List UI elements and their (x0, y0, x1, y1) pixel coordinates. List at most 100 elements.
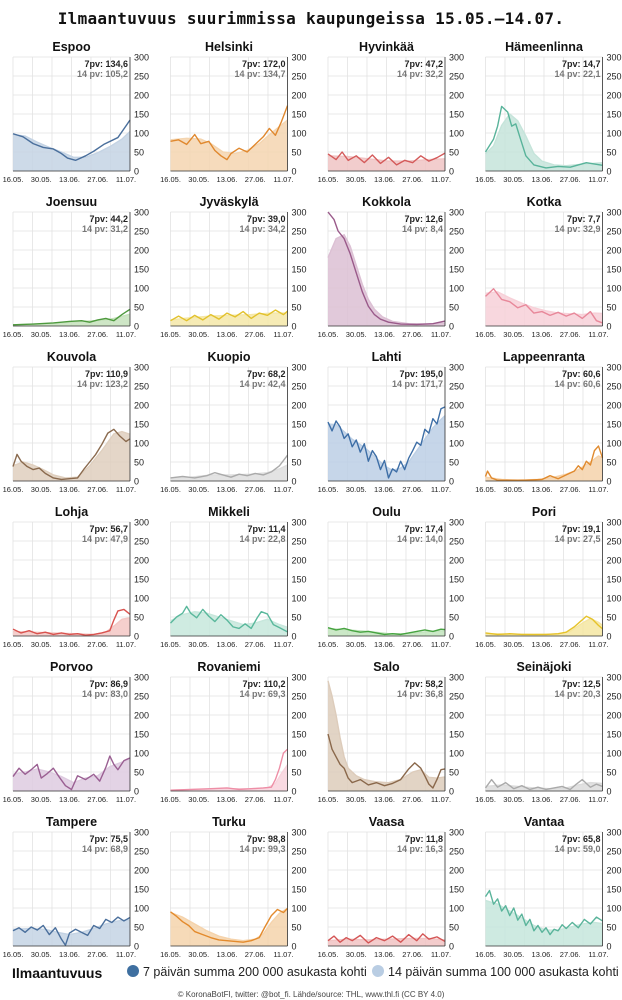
x-tick-label: 30.05. (188, 175, 209, 184)
city-title: Joensuu (46, 195, 97, 209)
value-7pv: 7pv: 39,0 (247, 214, 286, 224)
y-tick-label: 0 (134, 787, 139, 797)
y-tick-label: 100 (134, 284, 149, 294)
x-tick-label: 16.05. (160, 485, 181, 494)
y-tick-label: 150 (292, 110, 307, 120)
y-tick-label: 300 (292, 363, 307, 373)
x-tick-label: 11.07. (273, 330, 293, 339)
city-title: Vaasa (369, 815, 406, 829)
value-7pv: 7pv: 47,2 (404, 59, 443, 69)
y-tick-label: 150 (607, 575, 622, 585)
y-tick-label: 150 (134, 265, 149, 275)
y-tick-label: 300 (134, 518, 149, 528)
series-7pv-line (484, 445, 604, 481)
x-tick-label: 13.06. (59, 175, 80, 184)
x-tick-label: 30.05. (503, 640, 524, 649)
chart-porvoo: 0 50 100 150 200 250 300 16.05. 30.05. 13.06. 27.0… (3, 660, 149, 804)
value-7pv: 7pv: 17,4 (404, 524, 443, 534)
city-title: Jyväskylä (199, 195, 258, 209)
chart-seinajoki: 0 50 100 150 200 250 300 16.05. 30.05. 13.06. 27.0… (475, 660, 621, 804)
y-tick-label: 300 (607, 363, 622, 373)
chart-kotka: 0 50 100 150 200 250 300 16.05. 30.05. 13.06. 27.0… (475, 195, 621, 339)
series-14pv-area (485, 900, 603, 946)
series-7pv-line (170, 605, 288, 633)
series-14pv-line (485, 112, 603, 167)
y-tick-label: 200 (449, 246, 464, 256)
legend-item-14pv: 14 päivän summa 100 000 asukasta kohti (372, 965, 619, 979)
value-7pv: 7pv: 12,6 (404, 214, 443, 224)
chart-lappeenranta: 0 50 100 150 200 250 300 16.05. 30.05. 13.06. 27.0… (475, 350, 621, 494)
value-7pv: 7pv: 11,4 (247, 524, 285, 534)
x-tick-label: 13.06. (217, 485, 238, 494)
city-title: Helsinki (205, 40, 253, 54)
series-14pv-line (327, 680, 446, 784)
x-tick-label: 13.06. (532, 485, 553, 494)
x-tick-label: 16.05. (475, 950, 496, 959)
y-tick-label: 200 (607, 556, 622, 566)
x-tick-label: 13.06. (217, 795, 238, 804)
x-tick-label: 16.05. (160, 950, 181, 959)
y-tick-label: 50 (134, 613, 144, 623)
x-tick-label: 11.07. (588, 175, 608, 184)
y-tick-label: 0 (134, 322, 139, 332)
y-tick-label: 200 (292, 711, 307, 721)
x-tick-label: 11.07. (431, 330, 451, 339)
y-tick-label: 50 (449, 768, 459, 778)
x-tick-label: 11.07. (273, 485, 293, 494)
x-tick-label: 16.05. (160, 640, 181, 649)
y-tick-label: 300 (292, 518, 307, 528)
y-tick-label: 300 (134, 363, 149, 373)
y-tick-label: 150 (449, 575, 464, 585)
series-7pv-line (170, 454, 289, 479)
y-tick-label: 100 (134, 594, 149, 604)
y-tick-label: 100 (134, 904, 149, 914)
y-tick-label: 50 (134, 923, 144, 933)
legend-label-7pv: 7 päivän summa 200 000 asukasta kohti (143, 965, 367, 979)
x-tick-label: 11.07. (116, 485, 136, 494)
y-tick-label: 0 (449, 322, 454, 332)
x-tick-label: 30.05. (188, 330, 209, 339)
series-14pv-line (327, 155, 446, 162)
value-7pv: 7pv: 19,1 (562, 524, 601, 534)
city-title: Lahti (372, 350, 402, 364)
x-tick-label: 30.05. (188, 485, 209, 494)
y-tick-label: 0 (134, 167, 139, 177)
x-tick-label: 16.05. (160, 330, 181, 339)
series-7pv-line (327, 151, 446, 166)
value-14pv: 14 pv: 69,3 (239, 689, 285, 699)
x-tick-label: 13.06. (217, 330, 238, 339)
series-7pv-line (12, 308, 131, 326)
y-tick-label: 150 (292, 420, 307, 430)
series-14pv-area (13, 314, 130, 326)
y-tick-label: 150 (449, 885, 464, 895)
x-tick-label: 11.07. (431, 175, 451, 184)
y-tick-label: 0 (292, 322, 297, 332)
y-tick-label: 200 (607, 401, 622, 411)
y-tick-label: 100 (292, 284, 307, 294)
value-7pv: 7pv: 58,2 (404, 679, 443, 689)
x-tick-label: 11.07. (431, 795, 451, 804)
y-tick-label: 250 (292, 537, 307, 547)
x-tick-label: 27.06. (402, 950, 423, 959)
y-tick-label: 250 (607, 692, 622, 702)
y-tick-label: 250 (449, 537, 464, 547)
city-title: Espoo (52, 40, 91, 54)
y-tick-label: 300 (292, 828, 307, 838)
x-tick-label: 13.06. (374, 950, 395, 959)
chart-pori: 0 50 100 150 200 250 300 16.05. 30.05. 13.06. 27.0… (475, 505, 621, 649)
y-tick-label: 200 (292, 91, 307, 101)
series-14pv-area (485, 455, 603, 481)
x-tick-label: 11.07. (116, 330, 136, 339)
x-tick-label: 13.06. (532, 950, 553, 959)
value-7pv: 7pv: 134,6 (84, 59, 128, 69)
x-tick-label: 13.06. (59, 640, 80, 649)
x-tick-label: 16.05. (475, 795, 496, 804)
city-title: Kotka (527, 195, 563, 209)
y-tick-label: 50 (292, 148, 302, 158)
y-tick-label: 200 (449, 401, 464, 411)
series-14pv-line (12, 130, 131, 159)
x-tick-label: 16.05. (3, 950, 24, 959)
city-title: Hämeenlinna (505, 40, 584, 54)
y-tick-label: 150 (292, 575, 307, 585)
